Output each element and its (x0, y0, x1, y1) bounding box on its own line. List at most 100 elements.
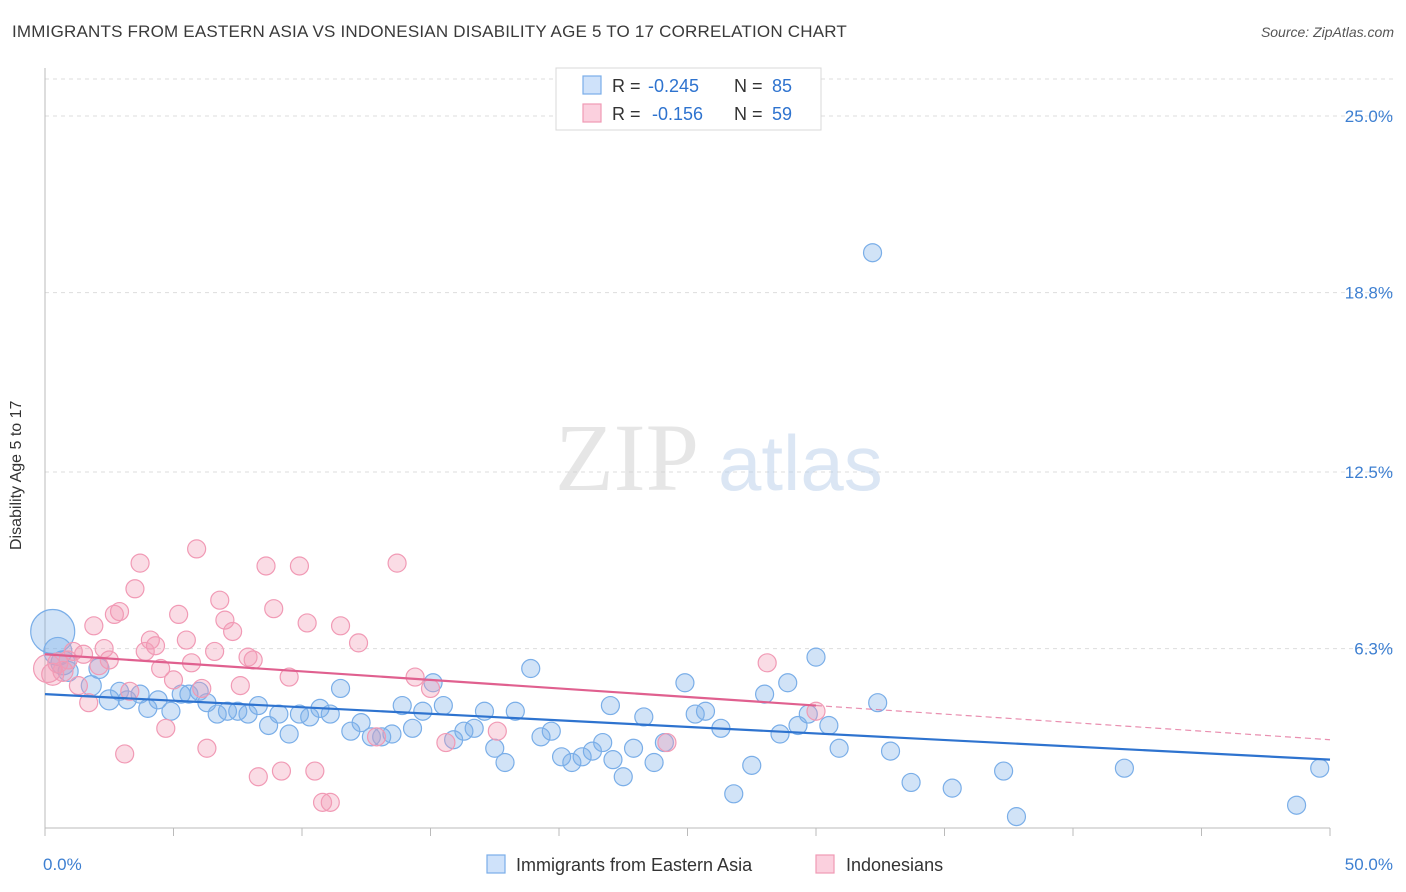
point-s1-20 (140, 630, 160, 650)
tick-labels: 6.3% 12.5% 18.8% 25.0% 0.0% 50.0% (43, 107, 1393, 874)
axes (44, 68, 1331, 836)
point-s0-23 (269, 704, 289, 724)
point-s1-30 (197, 738, 217, 758)
point-s1-34 (223, 621, 243, 642)
point-s1-44 (297, 613, 317, 633)
point-s1-35 (230, 676, 250, 696)
chart-title: IMMIGRANTS FROM EASTERN ASIA VS INDONESI… (12, 22, 847, 41)
y-tick-label-1: 12.5% (1345, 463, 1393, 482)
y-tick-label-3: 25.0% (1345, 107, 1393, 126)
point-s1-39 (256, 556, 276, 576)
stats-n-label-1: N = (734, 104, 763, 124)
point-s0-84 (1286, 795, 1307, 815)
point-s1-3 (52, 660, 74, 682)
point-s1-54 (436, 732, 456, 753)
point-s0-18 (217, 701, 238, 721)
point-s0-66 (724, 784, 744, 804)
point-s1-26 (176, 630, 196, 650)
point-s0-67 (742, 755, 762, 775)
point-s0-32 (361, 727, 381, 747)
point-s0-46 (505, 701, 525, 721)
point-s0-81 (994, 761, 1014, 781)
point-s1-25 (169, 604, 189, 625)
point-s0-45 (495, 752, 515, 773)
trend-line-1 (44, 653, 817, 707)
point-s1-22 (151, 658, 171, 679)
source-note: Source: ZipAtlas.com (1260, 24, 1394, 40)
y-tick-label-0: 6.3% (1354, 640, 1393, 659)
point-s1-28 (187, 539, 207, 559)
point-s1-7 (73, 644, 94, 664)
point-s0-85 (1310, 758, 1330, 778)
trend-lines (44, 653, 1331, 761)
stats-n-label-0: N = (734, 76, 763, 96)
point-s0-0 (30, 608, 76, 655)
point-s0-78 (880, 741, 901, 761)
point-s0-48 (531, 727, 551, 747)
point-s0-75 (829, 738, 849, 758)
point-s1-6 (68, 676, 89, 696)
stats-r-label-0: R = (612, 76, 641, 96)
point-s1-13 (104, 604, 124, 625)
point-s1-37 (243, 650, 263, 670)
series-eastern-asia-points (30, 243, 1330, 827)
point-s1-29 (192, 678, 212, 699)
point-s1-57 (757, 653, 777, 673)
point-s1-32 (210, 590, 230, 610)
point-s1-58 (806, 701, 826, 721)
point-s0-36 (402, 718, 423, 738)
point-s0-39 (433, 695, 453, 716)
point-s1-49 (348, 633, 369, 653)
point-s0-60 (644, 752, 664, 773)
point-s1-56 (657, 732, 677, 753)
point-s1-45 (305, 761, 325, 781)
point-s0-70 (778, 673, 798, 693)
point-s0-59 (634, 707, 654, 727)
point-s0-47 (521, 658, 541, 679)
point-s0-69 (770, 724, 790, 744)
point-s1-52 (405, 667, 425, 687)
point-s0-29 (330, 678, 351, 699)
point-s0-24 (279, 724, 299, 744)
point-s1-43 (289, 556, 310, 576)
x-tick-label-0: 0.0% (43, 855, 82, 874)
point-s0-34 (382, 724, 402, 744)
point-s1-18 (130, 553, 150, 573)
point-s1-16 (120, 681, 140, 701)
legend-label-eastern-asia: Immigrants from Eastern Asia (516, 855, 753, 875)
y-tick-label-2: 18.8% (1345, 284, 1393, 303)
point-s1-42 (279, 667, 299, 687)
point-s0-49 (541, 721, 561, 741)
point-s1-8 (79, 693, 99, 713)
point-s0-58 (623, 738, 644, 758)
point-s0-79 (901, 772, 921, 793)
point-s0-12 (161, 701, 181, 721)
point-s1-46 (312, 792, 333, 812)
point-s0-64 (695, 701, 716, 721)
point-s0-50 (551, 747, 572, 767)
bottom-legend: Immigrants from Eastern Asia Indonesians (486, 854, 943, 875)
legend-label-indonesians: Indonesians (846, 855, 943, 875)
point-s0-74 (819, 715, 839, 736)
point-s1-48 (330, 616, 351, 636)
point-s0-15 (189, 681, 209, 701)
watermark-zip: ZIP (555, 404, 699, 511)
point-s0-76 (862, 243, 883, 263)
point-s0-31 (351, 713, 371, 733)
point-s1-9 (84, 616, 104, 636)
point-s1-36 (238, 647, 258, 667)
point-s1-51 (387, 553, 407, 573)
point-s1-38 (248, 767, 268, 787)
stats-legend-swatch-0 (582, 75, 602, 95)
point-s1-24 (163, 670, 184, 690)
point-s1-50 (366, 727, 387, 747)
point-s0-51 (562, 752, 582, 773)
point-s0-80 (942, 778, 962, 798)
point-s0-77 (868, 693, 888, 713)
point-s1-21 (145, 636, 166, 656)
point-s1-23 (156, 718, 176, 738)
stats-legend-swatch-1 (582, 103, 602, 123)
point-s0-62 (675, 673, 695, 693)
legend-swatch-eastern-asia (486, 854, 506, 874)
